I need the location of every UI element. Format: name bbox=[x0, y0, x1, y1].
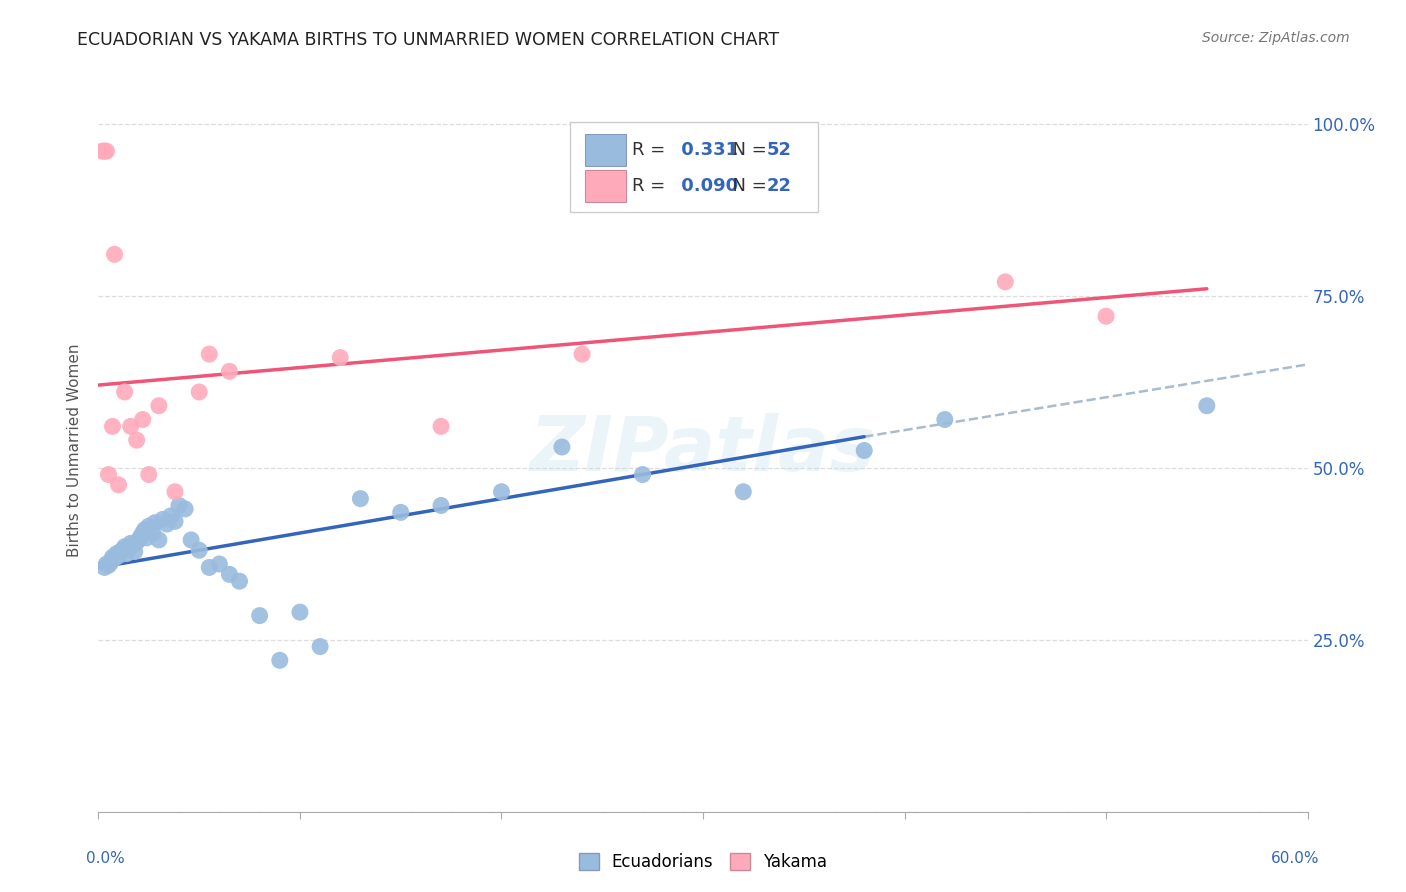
Y-axis label: Births to Unmarried Women: Births to Unmarried Women bbox=[67, 343, 83, 558]
Point bbox=[128, 533, 150, 547]
Text: 0.0%: 0.0% bbox=[86, 852, 125, 866]
Point bbox=[180, 533, 202, 547]
Text: ECUADORIAN VS YAKAMA BIRTHS TO UNMARRIED WOMEN CORRELATION CHART: ECUADORIAN VS YAKAMA BIRTHS TO UNMARRIED… bbox=[77, 31, 779, 49]
Point bbox=[167, 499, 190, 513]
Text: N =: N = bbox=[721, 141, 773, 159]
Text: 60.0%: 60.0% bbox=[1271, 852, 1320, 866]
Point bbox=[208, 557, 231, 571]
Point bbox=[132, 412, 155, 426]
Point bbox=[163, 484, 186, 499]
Point bbox=[430, 499, 453, 513]
Point bbox=[269, 653, 291, 667]
Point bbox=[120, 536, 142, 550]
Point bbox=[121, 538, 143, 552]
Point bbox=[174, 502, 197, 516]
Point bbox=[105, 547, 128, 561]
Text: 22: 22 bbox=[768, 177, 792, 195]
Text: 0.331: 0.331 bbox=[675, 141, 738, 159]
Point bbox=[309, 640, 332, 654]
FancyBboxPatch shape bbox=[585, 134, 626, 166]
Point bbox=[115, 547, 138, 561]
Point bbox=[156, 517, 179, 532]
Point bbox=[132, 526, 155, 541]
Point bbox=[218, 364, 240, 378]
Point bbox=[218, 567, 240, 582]
Point bbox=[101, 550, 124, 565]
Text: N =: N = bbox=[721, 177, 773, 195]
Point bbox=[114, 384, 136, 399]
Point bbox=[111, 543, 134, 558]
Point bbox=[118, 541, 141, 556]
Point bbox=[125, 433, 148, 447]
Text: Source: ZipAtlas.com: Source: ZipAtlas.com bbox=[1202, 31, 1350, 45]
Point bbox=[96, 557, 118, 571]
Point bbox=[143, 516, 166, 530]
Point bbox=[93, 144, 115, 158]
Point bbox=[134, 523, 156, 537]
Point bbox=[249, 608, 271, 623]
Point bbox=[188, 384, 211, 399]
Point bbox=[138, 519, 160, 533]
Point bbox=[142, 526, 165, 541]
Point bbox=[349, 491, 371, 506]
Point bbox=[163, 514, 186, 528]
FancyBboxPatch shape bbox=[569, 121, 818, 212]
Point bbox=[120, 419, 142, 434]
Point bbox=[160, 508, 183, 523]
Point bbox=[1195, 399, 1218, 413]
Point bbox=[129, 529, 152, 543]
Point bbox=[934, 412, 956, 426]
Point bbox=[93, 560, 115, 574]
Point bbox=[148, 399, 170, 413]
Point bbox=[96, 144, 118, 158]
Point bbox=[135, 531, 157, 545]
Point bbox=[91, 144, 114, 158]
Point bbox=[101, 419, 124, 434]
Point bbox=[329, 351, 352, 365]
Point bbox=[97, 558, 120, 573]
Point bbox=[198, 347, 221, 361]
Text: R =: R = bbox=[631, 141, 671, 159]
Point bbox=[994, 275, 1017, 289]
Point bbox=[631, 467, 654, 482]
Point bbox=[107, 549, 129, 563]
Point bbox=[125, 535, 148, 549]
Point bbox=[103, 247, 125, 261]
Point bbox=[288, 605, 311, 619]
Point bbox=[152, 512, 174, 526]
Point bbox=[110, 544, 132, 558]
Point bbox=[1095, 310, 1118, 324]
Point bbox=[228, 574, 250, 589]
Point bbox=[430, 419, 453, 434]
Point bbox=[198, 560, 221, 574]
Text: 52: 52 bbox=[768, 141, 792, 159]
Point bbox=[138, 467, 160, 482]
Point bbox=[571, 347, 593, 361]
Point bbox=[733, 484, 755, 499]
Point bbox=[107, 478, 129, 492]
Text: ZIPatlas: ZIPatlas bbox=[530, 414, 876, 487]
Text: 0.090: 0.090 bbox=[675, 177, 738, 195]
Point bbox=[114, 540, 136, 554]
Point bbox=[103, 551, 125, 566]
Point bbox=[551, 440, 574, 454]
Point bbox=[100, 556, 122, 570]
Point bbox=[853, 443, 876, 458]
Point bbox=[188, 543, 211, 558]
Point bbox=[97, 467, 120, 482]
Point bbox=[389, 505, 412, 519]
Point bbox=[124, 544, 146, 558]
Point bbox=[491, 484, 513, 499]
Point bbox=[148, 533, 170, 547]
Legend: Ecuadorians, Yakama: Ecuadorians, Yakama bbox=[571, 845, 835, 880]
Text: R =: R = bbox=[631, 177, 671, 195]
FancyBboxPatch shape bbox=[585, 170, 626, 202]
